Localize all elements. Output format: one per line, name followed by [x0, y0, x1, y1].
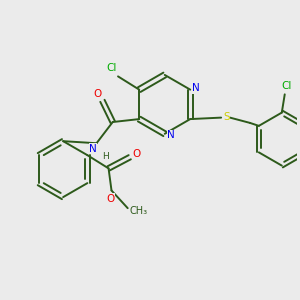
Text: N: N: [167, 130, 175, 140]
Text: N: N: [192, 83, 200, 93]
Text: O: O: [93, 89, 101, 99]
Text: Cl: Cl: [106, 63, 117, 73]
Text: O: O: [106, 194, 114, 204]
Text: H: H: [103, 152, 109, 161]
Text: N: N: [89, 143, 97, 154]
Text: S: S: [223, 112, 230, 122]
Text: O: O: [132, 149, 140, 159]
Text: Cl: Cl: [281, 81, 291, 91]
Text: CH₃: CH₃: [130, 206, 148, 215]
